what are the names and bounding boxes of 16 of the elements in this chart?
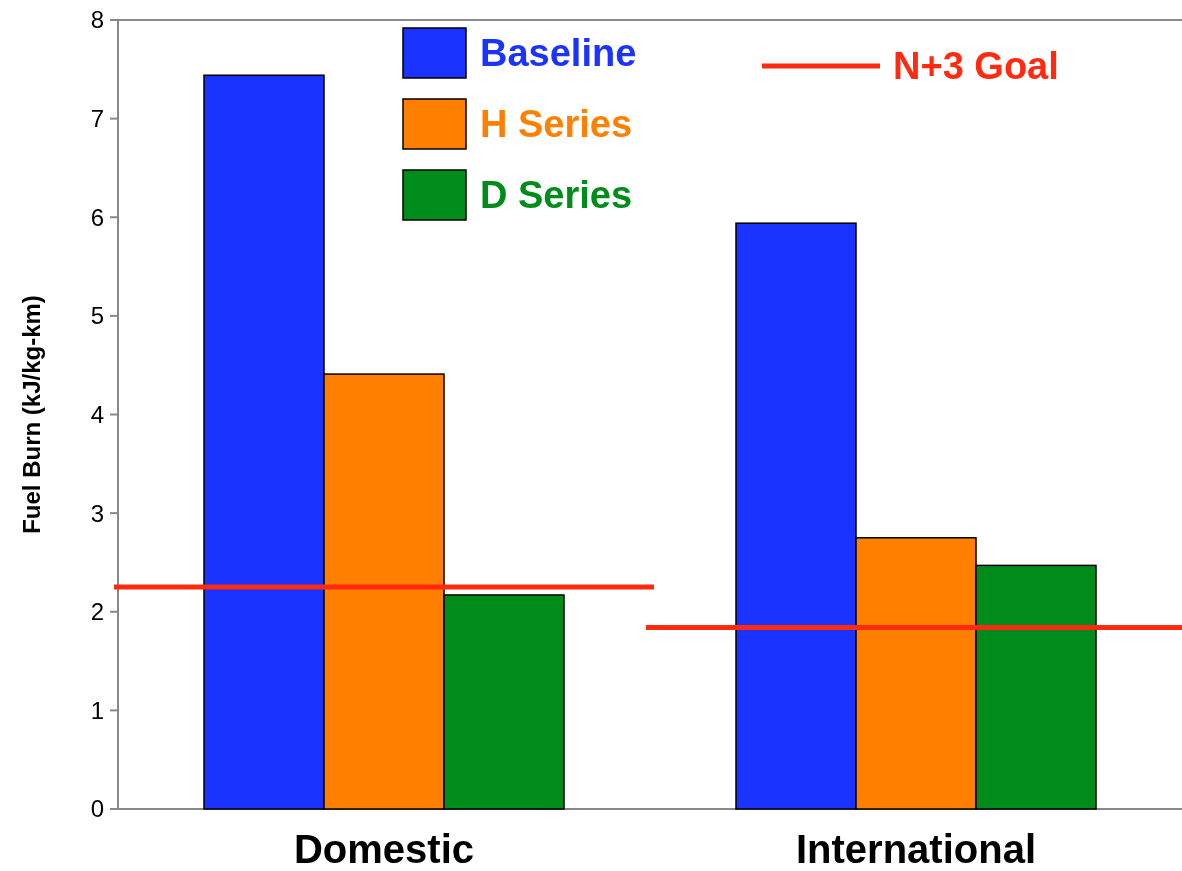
x-tick-label: Domestic (293, 827, 475, 871)
legend-label: H Series (480, 103, 633, 146)
y-tick-label: 0 (90, 795, 104, 823)
y-tick-label: 3 (90, 499, 104, 527)
legend-label: Baseline (480, 32, 637, 75)
y-tick-label: 7 (90, 105, 104, 133)
legend-label: N+3 Goal (893, 45, 1059, 88)
y-tick-label: 8 (90, 6, 104, 34)
y-tick-label: 1 (90, 696, 104, 724)
y-tick-label: 2 (90, 598, 104, 626)
y-axis-title: Fuel Burn (kJ/kg-km) (18, 295, 45, 534)
y-tick-label: 4 (90, 400, 104, 428)
y-tick-label: 5 (90, 302, 104, 330)
x-tick-label: International (795, 827, 1037, 871)
y-tick-label: 6 (90, 203, 104, 231)
legend-label: D Series (480, 174, 633, 217)
